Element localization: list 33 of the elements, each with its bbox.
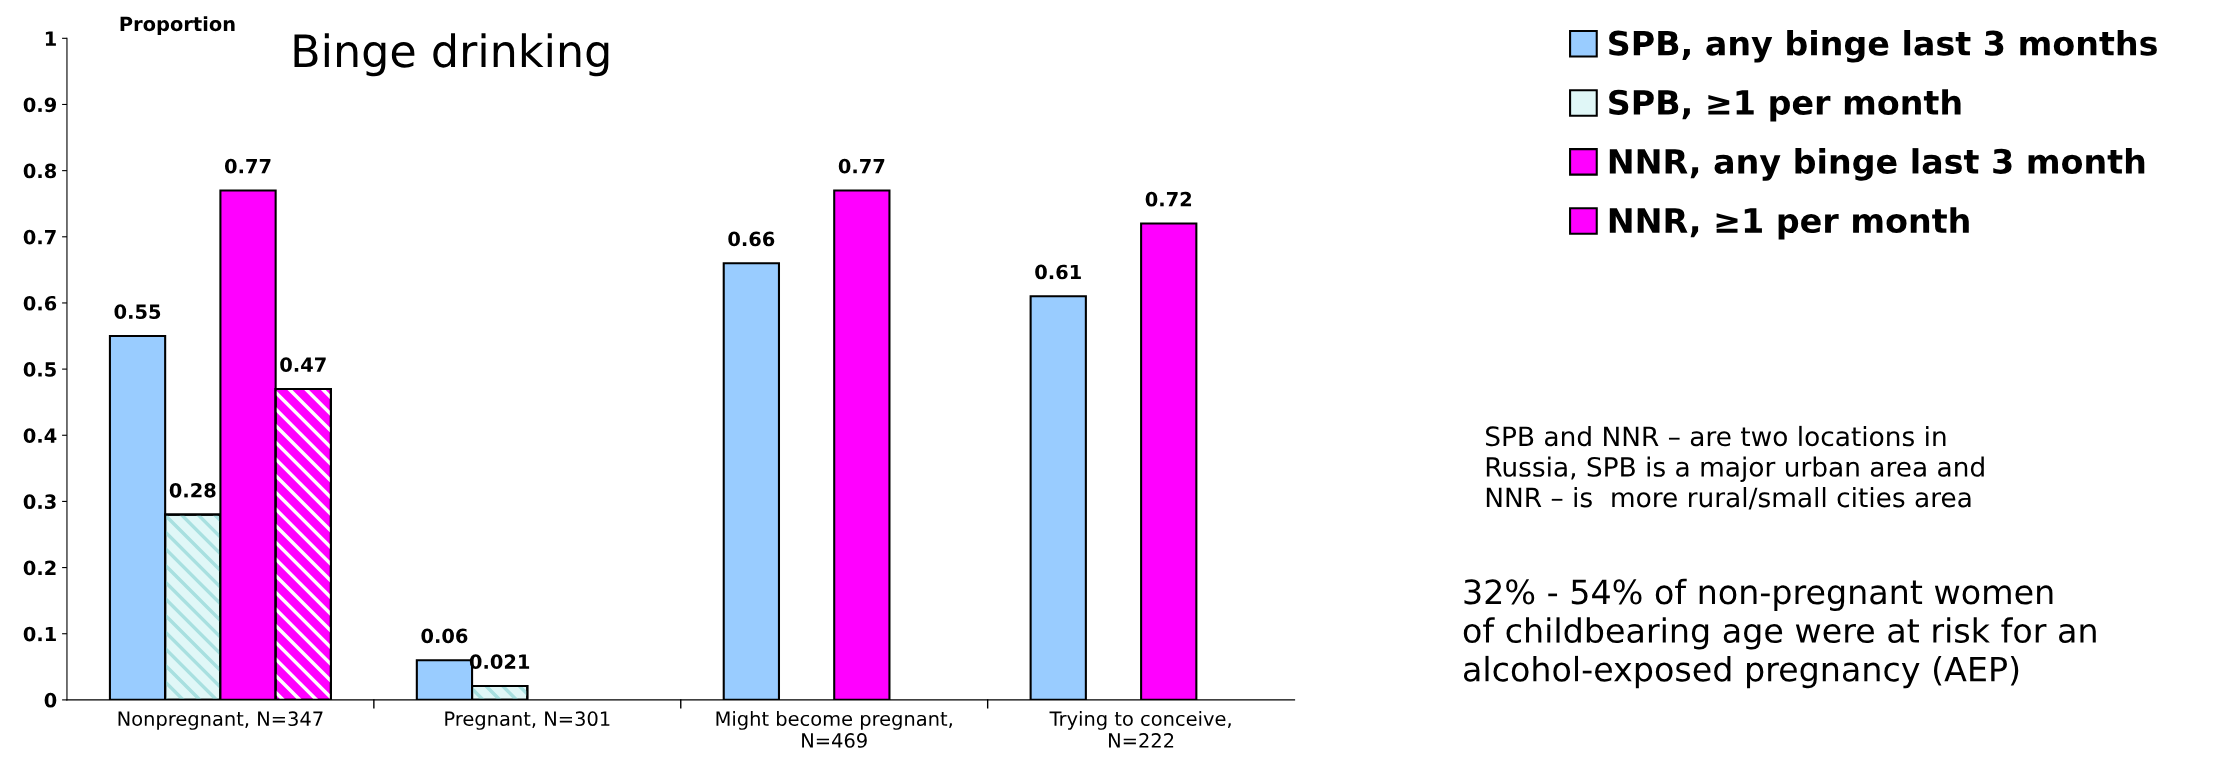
data-label: 0.77	[838, 158, 885, 174]
y-tick-label: 0	[44, 692, 57, 708]
y-tick-label: 0.1	[23, 626, 56, 642]
x-tick-label: Pregnant, N=301	[445, 711, 610, 730]
chart-title: Binge drinking	[294, 33, 609, 77]
y-tick-label: 0.8	[23, 163, 57, 179]
data-label: 0.55	[114, 304, 161, 320]
text: SPB and NNR – are two locations in Russia, SPB is a major urban area and NNR – is more rural/small cities area	[1486, 425, 1984, 510]
data-label: 0.66	[728, 231, 775, 247]
y-tick-label: 0.3	[23, 494, 56, 510]
legend-label: SPB, ≥1 per month	[1609, 89, 1961, 122]
x-tick-label: Might become pregnant, N=469	[716, 711, 952, 748]
data-label: 0.021	[469, 654, 530, 669]
y-axis-title: Proportion	[120, 16, 235, 36]
y-tick-label: 1	[45, 31, 56, 46]
data-label: 0.72	[1145, 191, 1192, 207]
data-label: 0.77	[224, 158, 271, 174]
x-tick-label: Nonpregnant, N=347	[118, 711, 323, 730]
x-tick-label: Trying to conceive, N=222	[1049, 711, 1231, 748]
data-label: 0.06	[421, 628, 468, 644]
legend-label: NNR, any binge last 3 month	[1609, 148, 2145, 181]
legend-label: SPB, any binge last 3 months	[1609, 30, 2157, 63]
data-label: 0.28	[169, 482, 216, 498]
data-label: 0.47	[280, 357, 326, 372]
y-tick-label: 0.5	[23, 362, 56, 377]
y-tick-label: 0.9	[23, 97, 56, 113]
y-tick-label: 0.2	[23, 560, 56, 576]
data-label: 0.61	[1035, 264, 1081, 280]
text: 32% - 54% of non-pregnant women of childbearing age were at risk for an alcohol-exposed pregnancy (AEP)	[1463, 578, 2096, 689]
y-tick-label: 0.6	[23, 295, 57, 311]
legend-label: NNR, ≥1 per month	[1609, 207, 1969, 240]
y-tick-label: 0.4	[23, 428, 57, 443]
y-tick-label: 0.7	[23, 229, 56, 245]
